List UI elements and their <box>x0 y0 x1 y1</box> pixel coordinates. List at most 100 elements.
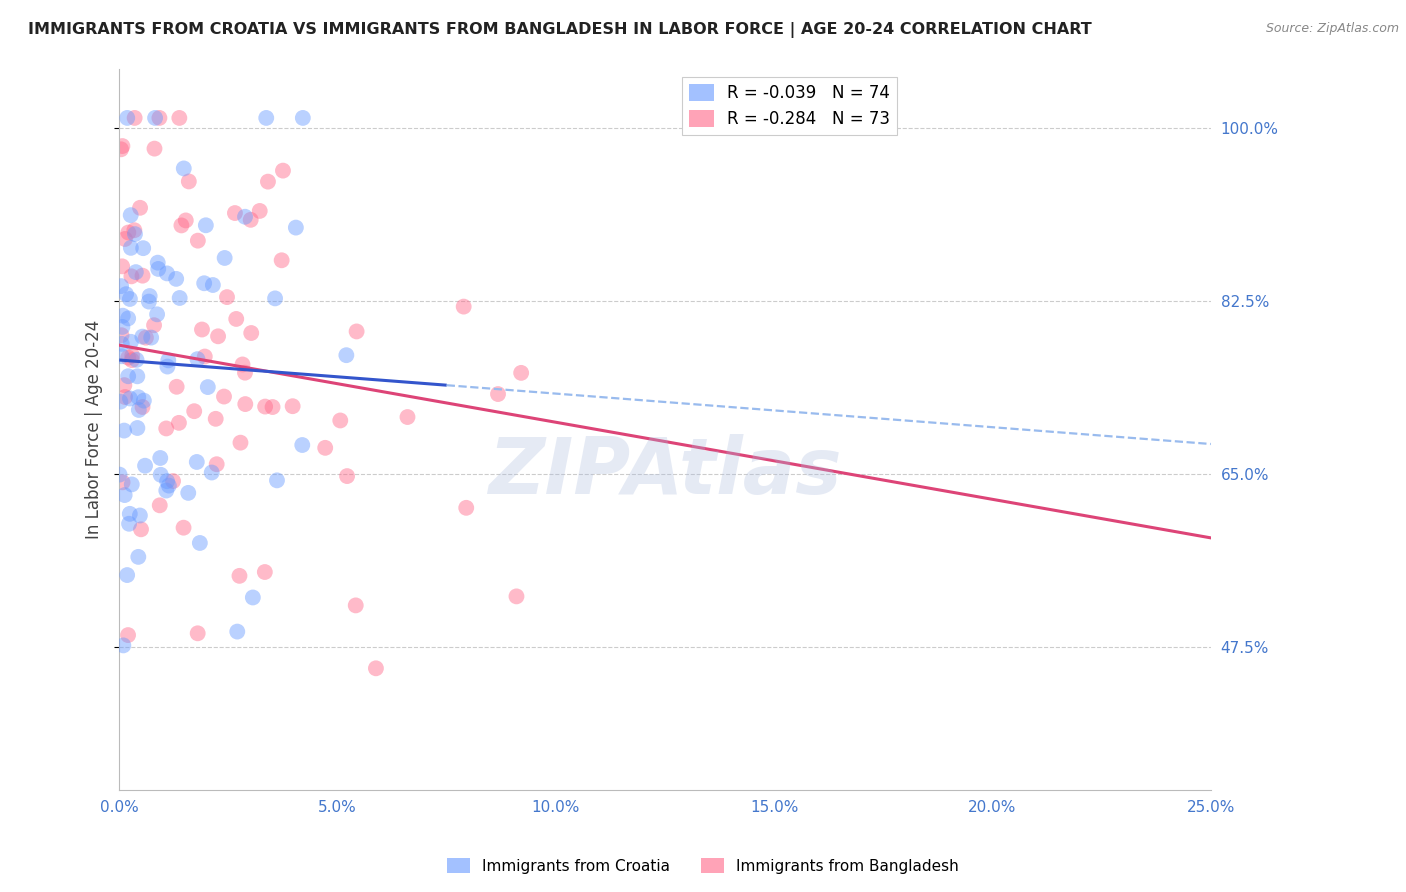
Point <box>156 359 179 374</box>
Point <box>169 111 191 125</box>
Point <box>486 387 509 401</box>
Text: IMMIGRANTS FROM CROATIA VS IMMIGRANTS FROM BANGLADESH IN LABOR FORCE | AGE 20-24: IMMIGRANTS FROM CROATIA VS IMMIGRANTS FR… <box>28 22 1092 38</box>
Point <box>148 111 170 125</box>
Point <box>132 241 155 255</box>
Point <box>117 369 139 384</box>
Point <box>118 516 141 531</box>
Point <box>169 291 191 305</box>
Point <box>134 458 156 473</box>
Point <box>124 111 146 125</box>
Point <box>131 268 153 283</box>
Point <box>254 400 277 414</box>
Point <box>114 390 136 404</box>
Point <box>197 380 219 394</box>
Text: ZIPAtlas: ZIPAtlas <box>488 434 842 510</box>
Point <box>129 522 152 536</box>
Point <box>291 438 314 452</box>
Point <box>111 309 134 323</box>
Point <box>135 331 157 345</box>
Point <box>165 272 187 286</box>
Point <box>157 478 180 492</box>
Point <box>132 393 155 408</box>
Point <box>108 467 131 482</box>
Point <box>110 328 132 343</box>
Point <box>110 142 132 156</box>
Point <box>111 349 134 363</box>
Point <box>114 232 136 246</box>
Point <box>141 330 163 344</box>
Point <box>270 253 292 268</box>
Point <box>149 499 172 513</box>
Point <box>111 139 134 153</box>
Point <box>240 326 263 340</box>
Point <box>233 210 256 224</box>
Point <box>117 628 139 642</box>
Point <box>121 477 143 491</box>
Point <box>118 507 141 521</box>
Point <box>233 366 256 380</box>
Point <box>117 226 139 240</box>
Point <box>239 212 262 227</box>
Point <box>117 351 139 365</box>
Point <box>156 474 179 488</box>
Point <box>149 467 172 482</box>
Point <box>188 536 211 550</box>
Point <box>124 227 146 241</box>
Point <box>138 289 160 303</box>
Point <box>157 353 180 368</box>
Point <box>120 334 142 349</box>
Point <box>170 219 193 233</box>
Point <box>118 292 141 306</box>
Point <box>112 424 135 438</box>
Point <box>129 201 152 215</box>
Point <box>266 474 288 488</box>
Point <box>344 599 367 613</box>
Point <box>314 441 336 455</box>
Point <box>262 400 284 414</box>
Point <box>155 421 177 435</box>
Point <box>112 639 135 653</box>
Point <box>233 397 256 411</box>
Point <box>201 278 224 293</box>
Point <box>115 287 138 301</box>
Point <box>143 318 166 333</box>
Point <box>128 508 150 523</box>
Point <box>149 450 172 465</box>
Point <box>281 399 304 413</box>
Point <box>187 234 209 248</box>
Point <box>186 455 208 469</box>
Point <box>224 206 246 220</box>
Point <box>155 483 177 498</box>
Point <box>264 292 287 306</box>
Point <box>156 266 179 280</box>
Point <box>257 175 280 189</box>
Point <box>207 329 229 343</box>
Point <box>127 549 149 564</box>
Point <box>118 392 141 406</box>
Point <box>162 474 184 488</box>
Point <box>242 591 264 605</box>
Point <box>112 378 135 392</box>
Point <box>346 325 368 339</box>
Point <box>194 350 217 364</box>
Point <box>110 279 132 293</box>
Point <box>167 416 190 430</box>
Point <box>204 412 226 426</box>
Point <box>127 390 149 404</box>
Point <box>143 142 166 156</box>
Text: Source: ZipAtlas.com: Source: ZipAtlas.com <box>1265 22 1399 36</box>
Point <box>117 311 139 326</box>
Point <box>177 486 200 500</box>
Point <box>271 163 294 178</box>
Point <box>120 241 142 255</box>
Point <box>146 307 169 321</box>
Point <box>205 457 228 471</box>
Point <box>177 174 200 188</box>
Point <box>228 569 250 583</box>
Point <box>174 213 197 227</box>
Point <box>231 358 253 372</box>
Point <box>194 219 217 233</box>
Point <box>284 220 307 235</box>
Point <box>226 624 249 639</box>
Point <box>115 568 138 582</box>
